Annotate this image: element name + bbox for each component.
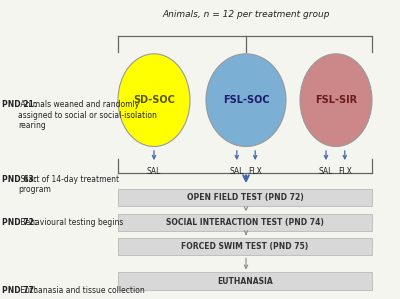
Bar — [118, 238, 372, 255]
Text: Euthanasia and tissue collection: Euthanasia and tissue collection — [18, 286, 145, 295]
Text: OPEN FIELD TEST (PND 72): OPEN FIELD TEST (PND 72) — [187, 193, 303, 202]
Text: PND 63:: PND 63: — [2, 175, 37, 184]
Text: FSL-SIR: FSL-SIR — [315, 95, 357, 105]
Text: SOCIAL INTERACTION TEST (PND 74): SOCIAL INTERACTION TEST (PND 74) — [166, 218, 324, 227]
Text: SAL: SAL — [230, 167, 244, 176]
Text: SAL: SAL — [319, 167, 333, 176]
Ellipse shape — [300, 54, 372, 147]
Text: PND 21:: PND 21: — [2, 100, 37, 109]
Text: SD-SOC: SD-SOC — [133, 95, 175, 105]
Text: FSL-SOC: FSL-SOC — [223, 95, 269, 105]
Text: Behavioural testing begins: Behavioural testing begins — [18, 218, 124, 227]
Text: PND 77:: PND 77: — [2, 286, 37, 295]
Bar — [118, 272, 372, 290]
Text: Animals weaned and randomly
assigned to social or social-isolation
rearing: Animals weaned and randomly assigned to … — [18, 100, 157, 130]
Bar — [118, 214, 372, 231]
Text: FORCED SWIM TEST (PND 75): FORCED SWIM TEST (PND 75) — [181, 242, 309, 251]
Text: SAL: SAL — [147, 167, 161, 176]
Text: FLX: FLX — [248, 167, 262, 176]
Ellipse shape — [118, 54, 190, 147]
Bar — [118, 189, 372, 206]
Text: EUTHANASIA: EUTHANASIA — [217, 277, 273, 286]
Ellipse shape — [206, 54, 286, 147]
Text: PND 72:: PND 72: — [2, 218, 37, 227]
Text: FLX: FLX — [338, 167, 352, 176]
Text: Start of 14-day treatment
program: Start of 14-day treatment program — [18, 175, 119, 194]
Text: Animals, n = 12 per treatment group: Animals, n = 12 per treatment group — [162, 10, 330, 19]
